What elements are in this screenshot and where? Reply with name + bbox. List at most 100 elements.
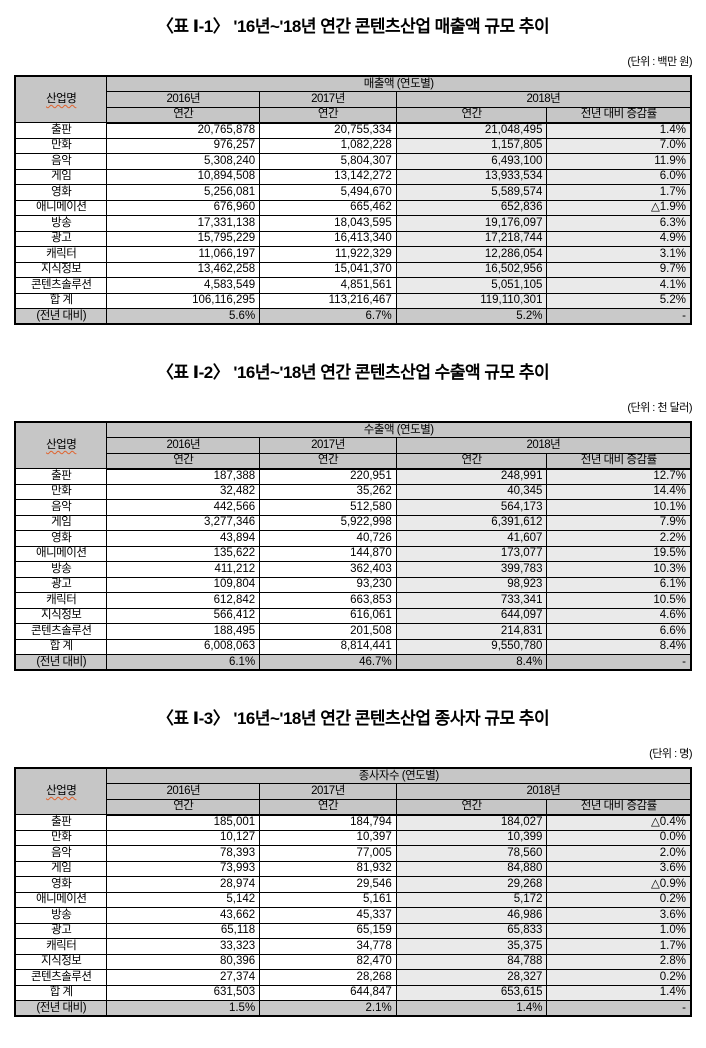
- value-cell: 43,662: [106, 907, 261, 924]
- table-row: 영화 43,894 40,726 41,607 2.2%: [14, 530, 692, 547]
- change-cell: 14.4%: [546, 483, 692, 500]
- industry-name-cell: 만화: [14, 829, 108, 846]
- subheader-annual-2018: 연간: [395, 798, 548, 816]
- industry-header-text: 산업명: [46, 785, 77, 798]
- year-header-2018: 2018년: [395, 783, 692, 800]
- table-row: 캐릭터 11,066,197 11,922,329 12,286,054 3.1%: [14, 246, 692, 263]
- value-cell: 665,462: [259, 199, 397, 216]
- header-row-group: 산업명 수출액 (연도별): [14, 421, 692, 469]
- value-cell: 73,993: [106, 860, 261, 877]
- table-row: 콘텐츠솔루션 188,495 201,508 214,831 6.6%: [14, 623, 692, 640]
- value-cell: 5,172: [395, 891, 548, 908]
- value-cell: 5,922,998: [259, 514, 397, 531]
- table-row: 애니메이션 135,622 144,870 173,077 19.5%: [14, 545, 692, 562]
- value-cell: 214,831: [395, 623, 548, 640]
- table-title-employees: 〈표 Ⅰ-3〉 '16년~'18년 연간 콘텐츠산업 종사자 규모 추이: [156, 709, 550, 728]
- value-cell: 6,008,063: [106, 638, 261, 655]
- value-cell: 109,804: [106, 576, 261, 593]
- header-row-years: 2016년 2017년 2018년: [15, 437, 692, 454]
- industry-column-header: 산업명: [14, 421, 108, 469]
- year-header-2017: 2017년: [259, 783, 397, 800]
- industry-name-cell: 애니메이션: [14, 545, 108, 562]
- unit-label-export: (단위 : 천 달러): [627, 402, 692, 414]
- industry-name-cell: 음악: [14, 845, 108, 862]
- table-row: 출판 187,388 220,951 248,991 12.7%: [14, 468, 692, 485]
- value-cell: 399,783: [395, 561, 548, 578]
- table-row: 애니메이션 676,960 665,462 652,836 △1.9%: [14, 199, 692, 216]
- value-cell: 5,161: [259, 891, 397, 908]
- subheader-annual-2017: 연간: [259, 106, 397, 124]
- change-cell: 7.0%: [546, 137, 692, 154]
- change-cell: △1.9%: [546, 199, 692, 216]
- value-cell: 512,580: [259, 499, 397, 516]
- change-cell: 2.8%: [546, 953, 692, 970]
- subheader-annual-2016: 연간: [106, 452, 261, 470]
- value-cell: 5,589,574: [395, 184, 548, 201]
- footer-label-cell: (전년 대비): [14, 308, 108, 325]
- value-cell: 77,005: [259, 845, 397, 862]
- unit-label-revenue: (단위 : 백만 원): [627, 56, 692, 68]
- subheader-annual-2016: 연간: [106, 106, 261, 124]
- industry-name-cell: 만화: [14, 483, 108, 500]
- change-cell: 4.1%: [546, 277, 692, 294]
- industry-name-cell: 게임: [14, 860, 108, 877]
- value-cell: 33,323: [106, 938, 261, 955]
- value-cell: 20,765,878: [106, 122, 261, 139]
- value-cell: 5,804,307: [259, 153, 397, 170]
- value-cell: 566,412: [106, 607, 261, 624]
- value-cell: 6,493,100: [395, 153, 548, 170]
- change-cell: 6.6%: [546, 623, 692, 640]
- change-cell: 6.1%: [546, 576, 692, 593]
- subheader-annual-2016: 연간: [106, 798, 261, 816]
- value-cell: 81,932: [259, 860, 397, 877]
- footer-value-cell: 2.1%: [259, 1000, 397, 1017]
- table-row: 만화 10,127 10,397 10,399 0.0%: [14, 829, 692, 846]
- footer-dash-cell: -: [546, 1000, 692, 1017]
- year-header-2016: 2016년: [106, 91, 261, 108]
- change-cell: 3.1%: [546, 246, 692, 263]
- change-cell: 1.4%: [546, 984, 692, 1001]
- value-cell: 13,462,258: [106, 261, 261, 278]
- value-cell: 119,110,301: [395, 292, 548, 309]
- value-cell: 10,127: [106, 829, 261, 846]
- footer-value-cell: 6.1%: [106, 654, 261, 671]
- footer-label-cell: (전년 대비): [14, 1000, 108, 1017]
- table-row: 캐릭터 33,323 34,778 35,375 1.7%: [14, 938, 692, 955]
- subheader-yoy-change: 전년 대비 증감률: [546, 452, 692, 470]
- industry-name-cell: 애니메이션: [14, 199, 108, 216]
- table-row: 만화 32,482 35,262 40,345 14.4%: [14, 483, 692, 500]
- year-header-2017: 2017년: [259, 437, 397, 454]
- value-cell: 184,027: [395, 814, 548, 831]
- value-cell: 10,399: [395, 829, 548, 846]
- footer-row: (전년 대비) 1.5% 2.1% 1.4% -: [14, 1000, 692, 1017]
- value-cell: 41,607: [395, 530, 548, 547]
- change-cell: 4.9%: [546, 230, 692, 247]
- header-row-years: 2016년 2017년 2018년: [15, 783, 692, 800]
- employees-table: 산업명 종사자수 (연도별) 2016년 2017년 2018년 연간 연간 연간 전년 대비 …: [14, 767, 692, 1017]
- value-cell: 40,726: [259, 530, 397, 547]
- value-cell: 45,337: [259, 907, 397, 924]
- value-cell: 35,262: [259, 483, 397, 500]
- value-cell: 5,142: [106, 891, 261, 908]
- value-cell: 144,870: [259, 545, 397, 562]
- industry-name-cell: 광고: [14, 230, 108, 247]
- value-cell: 28,974: [106, 876, 261, 893]
- industry-name-cell: 애니메이션: [14, 891, 108, 908]
- revenue-table: 산업명 매출액 (연도별) 2016년 2017년 2018년 연간 연간 연간 전년 대비 증…: [14, 75, 692, 325]
- value-cell: 46,986: [395, 907, 548, 924]
- year-header-2016: 2016년: [106, 783, 261, 800]
- value-cell: 8,814,441: [259, 638, 397, 655]
- value-cell: 663,853: [259, 592, 397, 609]
- value-cell: 187,388: [106, 468, 261, 485]
- change-cell: 3.6%: [546, 860, 692, 877]
- value-cell: 28,327: [395, 969, 548, 986]
- table-row: 음악 442,566 512,580 564,173 10.1%: [14, 499, 692, 516]
- value-cell: 93,230: [259, 576, 397, 593]
- section-employees: 〈표 Ⅰ-3〉 '16년~'18년 연간 콘텐츠산업 종사자 규모 추이 (단위…: [0, 671, 706, 1017]
- table-row: 출판 185,001 184,794 184,027 △0.4%: [14, 814, 692, 831]
- value-cell: 248,991: [395, 468, 548, 485]
- value-cell: 612,842: [106, 592, 261, 609]
- industry-name-cell: 지식정보: [14, 953, 108, 970]
- value-cell: 98,923: [395, 576, 548, 593]
- subheader-annual-2018: 연간: [395, 106, 548, 124]
